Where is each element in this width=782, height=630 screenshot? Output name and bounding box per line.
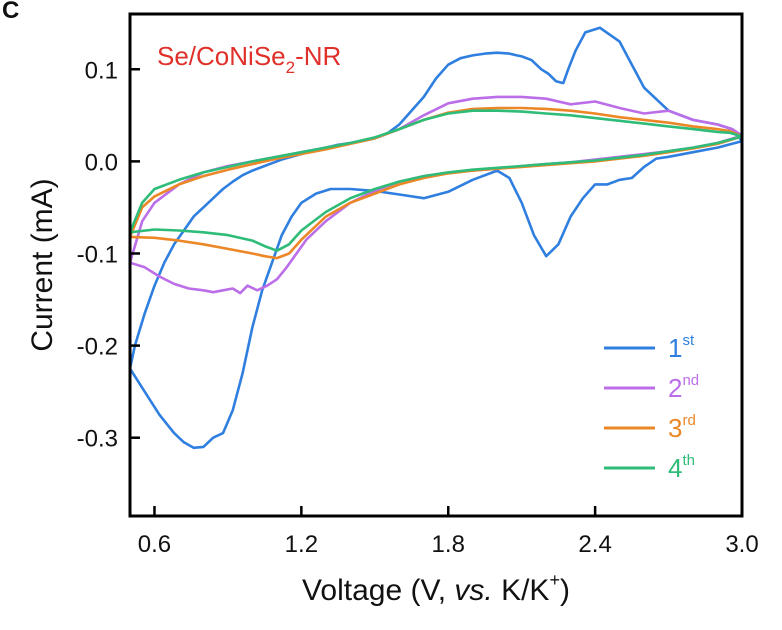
panel-label: C	[2, 0, 19, 24]
x-tick-label: 1.2	[285, 531, 318, 558]
x-tick-label: 1.8	[432, 531, 465, 558]
y-axis-title: Current (mA)	[26, 178, 59, 351]
series-annotation: Se/CoNiSe2-NR	[157, 41, 341, 77]
legend: 1st 2nd 3rd 4th	[604, 332, 699, 483]
series-line-1	[130, 26, 742, 450]
annotation-tail: -NR	[295, 41, 341, 71]
x-tick-label: 0.6	[138, 531, 171, 558]
y-tick-label: 0.0	[85, 149, 118, 176]
legend-label-2: 2nd	[668, 372, 699, 403]
x-axis-title-close: )	[560, 574, 570, 607]
x-tick-label: 3.0	[725, 531, 758, 558]
y-tick-label: -0.3	[77, 426, 118, 453]
annotation-main: Se/CoNiSe	[157, 41, 286, 71]
panel-label-text: C	[2, 0, 19, 24]
x-tick-label: 2.4	[578, 531, 611, 558]
curves-group	[130, 26, 742, 450]
y-tick-label: -0.1	[77, 241, 118, 268]
x-axis: 0.6 1.2 1.8 2.4 3.0	[138, 506, 759, 558]
x-axis-title-pre: Voltage (V,	[302, 574, 454, 607]
legend-label-4: 4th	[668, 452, 695, 483]
annotation-subscript: 2	[286, 58, 295, 77]
x-axis-title: Voltage (V, vs. K/K+)	[302, 570, 570, 607]
series-line-4	[130, 109, 742, 252]
x-axis-title-post: K/K	[493, 574, 550, 607]
series-line-3	[130, 106, 742, 260]
plot-frame	[128, 12, 744, 518]
y-axis: 0.1 0.0 -0.1 -0.2 -0.3	[77, 57, 140, 453]
legend-label-1: 1st	[668, 332, 695, 363]
legend-label-3: 3rd	[668, 412, 696, 443]
y-tick-label: -0.2	[77, 334, 118, 361]
x-axis-title-italic: vs.	[454, 574, 492, 607]
y-tick-label: 0.1	[85, 57, 118, 84]
x-axis-title-sup: +	[549, 570, 560, 590]
